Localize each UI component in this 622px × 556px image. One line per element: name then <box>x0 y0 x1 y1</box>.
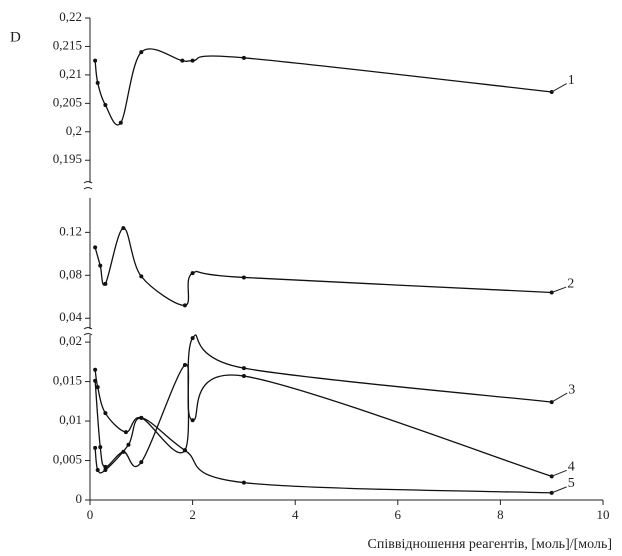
data-point <box>190 58 195 63</box>
data-point <box>126 442 131 447</box>
series-label: 2 <box>567 276 574 291</box>
data-point <box>103 281 108 286</box>
x-tick-label: 4 <box>292 507 299 522</box>
series-line <box>94 48 552 126</box>
x-tick-label: 8 <box>497 507 504 522</box>
data-point <box>241 275 246 280</box>
leader-line <box>551 486 567 494</box>
y-tick-label: 0,22 <box>59 9 82 24</box>
data-point <box>180 58 185 63</box>
data-point <box>182 303 187 308</box>
x-tick-label: 2 <box>189 507 196 522</box>
data-point <box>118 120 123 125</box>
data-point <box>95 385 100 390</box>
series-label: 5 <box>568 476 575 491</box>
data-point <box>103 103 108 108</box>
data-point <box>182 448 187 453</box>
data-point <box>139 50 144 55</box>
x-tick-label: 10 <box>597 507 610 522</box>
data-point <box>93 245 98 250</box>
data-point <box>95 80 100 85</box>
x-axis-label: Співвідношення реагентів, [моль]/[моль] <box>368 537 612 552</box>
series-line <box>94 364 552 477</box>
x-tick-label: 6 <box>395 507 402 522</box>
y-tick-label: 0,205 <box>53 94 82 109</box>
data-point <box>139 415 144 420</box>
y-tick-label: 0,02 <box>59 333 82 348</box>
series-line <box>94 227 552 307</box>
y-tick-label: 0,015 <box>53 373 82 388</box>
data-point <box>98 445 103 450</box>
data-point <box>241 480 246 485</box>
axis-break <box>83 181 93 190</box>
data-point <box>241 374 246 379</box>
leader-line <box>551 286 567 293</box>
data-point <box>139 274 144 279</box>
y-tick-label: 0,01 <box>59 412 82 427</box>
data-point <box>93 378 98 383</box>
data-point <box>93 445 98 450</box>
y-tick-label: 0 <box>76 491 83 506</box>
y-tick-label: 0.12 <box>59 223 82 238</box>
y-tick-label: 0,195 <box>53 151 82 166</box>
series-label: 1 <box>568 73 575 88</box>
data-point <box>103 464 108 469</box>
x-tick-label: 0 <box>87 507 94 522</box>
data-point <box>241 55 246 60</box>
data-point <box>98 263 103 268</box>
data-point <box>139 460 144 465</box>
leader-line <box>551 392 568 403</box>
series-line <box>94 417 552 494</box>
data-point <box>103 411 108 416</box>
data-point <box>190 336 195 341</box>
y-tick-label: 0,005 <box>53 452 82 467</box>
data-point <box>103 468 108 472</box>
data-point <box>121 226 126 231</box>
data-point <box>93 58 98 63</box>
data-point <box>190 418 195 423</box>
data-point <box>123 430 128 435</box>
y-tick-label: 0,21 <box>59 66 82 81</box>
series-label: 3 <box>568 382 575 397</box>
y-axis-label: D <box>10 29 21 45</box>
series-line <box>94 334 552 454</box>
data-point <box>241 366 246 371</box>
leader-line <box>551 469 567 477</box>
y-tick-label: 0,215 <box>53 37 82 52</box>
y-tick-label: 0,04 <box>59 309 82 324</box>
data-point <box>95 468 100 472</box>
axis-break <box>83 327 93 336</box>
series-label: 4 <box>568 460 575 475</box>
y-tick-label: 0,08 <box>59 266 82 281</box>
leader-line <box>551 83 567 93</box>
y-tick-label: 0,2 <box>66 123 82 138</box>
data-point <box>93 367 98 372</box>
data-point <box>182 363 187 367</box>
data-point <box>190 271 195 276</box>
